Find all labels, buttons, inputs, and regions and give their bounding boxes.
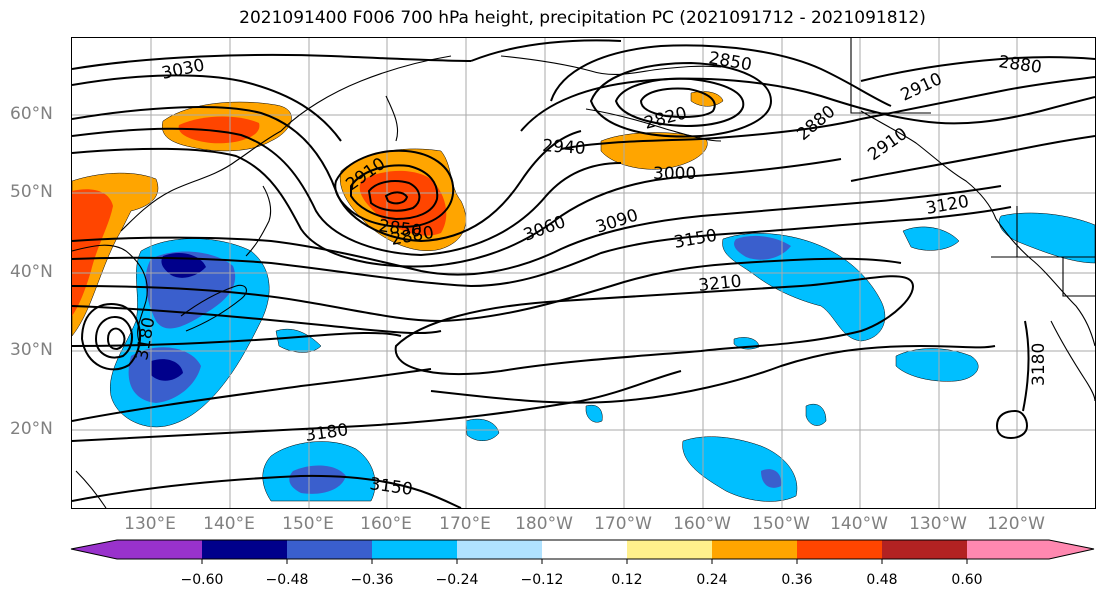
height-contours: [72, 39, 1095, 508]
colorbar-tick-label: −0.24: [435, 572, 479, 588]
colorbar-tick-label: 0.48: [866, 572, 898, 588]
colorbar-outline: [70, 539, 1095, 560]
colorbar-tick-label: 0.36: [781, 572, 813, 588]
colorbar-swatch: [202, 540, 288, 559]
colorbar-swatch: [882, 540, 968, 559]
colorbar-swatch: [627, 540, 713, 559]
lat-label-50n: 50°N: [10, 182, 53, 202]
colorbar-swatch: [967, 540, 1049, 559]
contour-label: 2940: [542, 136, 587, 159]
lon-label-160e: 160°E: [360, 514, 412, 534]
colorbar-tick-label: 0.24: [696, 572, 728, 588]
contour-label: 3030: [160, 55, 206, 84]
contour-label: 3150: [368, 474, 414, 500]
lat-lon-grid: [72, 38, 1095, 508]
colorbar-tick-label: −0.12: [520, 572, 564, 588]
colorbar-ticks: [201, 559, 968, 564]
lon-label-170e: 170°E: [439, 514, 491, 534]
lon-label-140w: 140°W: [830, 514, 888, 534]
colorbar-swatch: [287, 540, 373, 559]
contour-label: 3150: [672, 226, 718, 253]
lat-label-60n: 60°N: [10, 104, 53, 124]
lon-label-140e: 140°E: [203, 514, 255, 534]
colorbar-swatch: [712, 540, 798, 559]
lon-label-180w: 180°W: [515, 514, 573, 534]
precip-negative-areas: [109, 212, 1095, 502]
contour-label: 2880: [793, 102, 839, 145]
colorbar-tick-label: 0.12: [611, 572, 643, 588]
contour-label: 3180: [304, 420, 350, 446]
contour-label: 2850: [707, 48, 753, 75]
lon-label-120w: 120°W: [987, 514, 1045, 534]
lon-label-150w: 150°W: [752, 514, 810, 534]
contour-label: 3090: [593, 205, 640, 237]
map-canvas: 3030 2850 2880 2820 2880 2910 2940 3000 …: [72, 38, 1095, 508]
map-title: 2021091400 F006 700 hPa height, precipit…: [239, 8, 926, 28]
lon-label-130w: 130°W: [909, 514, 967, 534]
colorbar-swatch: [797, 540, 883, 559]
colorbar-tick-label: −0.60: [180, 572, 224, 588]
lon-label-130e: 130°E: [124, 514, 176, 534]
lat-label-30n: 30°N: [10, 340, 53, 360]
contour-label: 3000: [653, 164, 696, 184]
colorbar-swatch: [542, 540, 628, 559]
colorbar-tick-label: −0.48: [265, 572, 309, 588]
contour-labels: 3030 2850 2880 2820 2880 2910 2940 3000 …: [132, 48, 1049, 500]
colorbar-swatch: [457, 540, 543, 559]
contour-label: 3180: [1029, 343, 1049, 386]
contour-label: 3210: [697, 272, 742, 296]
lon-label-150e: 150°E: [282, 514, 334, 534]
colorbar-swatch: [372, 540, 458, 559]
contour-label: 2910: [898, 69, 946, 105]
lat-label-20n: 20°N: [10, 419, 53, 439]
map-panel[interactable]: 3030 2850 2880 2820 2880 2910 2940 3000 …: [71, 37, 1096, 509]
colorbar-swatch: [117, 540, 203, 559]
contour-label: 2880: [997, 52, 1043, 78]
lon-label-170w: 170°W: [594, 514, 652, 534]
colorbar-extend-high: [1049, 540, 1094, 559]
lon-label-160w: 160°W: [673, 514, 731, 534]
contour-label: 2910: [864, 124, 911, 165]
colorbar-tick-label: −0.36: [350, 572, 394, 588]
colorbar-extend-low: [71, 540, 117, 559]
colorbar-tick-label: 0.60: [951, 572, 983, 588]
lat-label-40n: 40°N: [10, 262, 53, 282]
precip-positive-areas: [72, 91, 724, 337]
